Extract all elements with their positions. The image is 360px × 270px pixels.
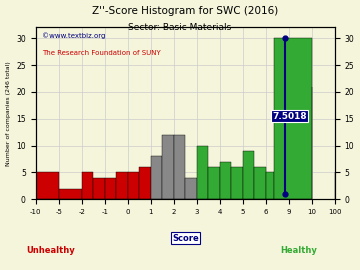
Text: Healthy: Healthy (280, 246, 318, 255)
Text: Sector: Basic Materials: Sector: Basic Materials (129, 23, 231, 32)
Text: The Research Foundation of SUNY: The Research Foundation of SUNY (41, 50, 160, 56)
Bar (266, 173, 274, 199)
Bar (197, 146, 208, 199)
Bar (185, 178, 197, 199)
Bar (128, 173, 139, 199)
Text: Unhealthy: Unhealthy (26, 246, 75, 255)
Bar (151, 156, 162, 199)
Bar (274, 38, 312, 199)
Bar (93, 178, 105, 199)
Bar (243, 151, 255, 199)
Text: Score: Score (172, 234, 199, 243)
Bar (82, 173, 93, 199)
Title: Z''-Score Histogram for SWC (2016): Z''-Score Histogram for SWC (2016) (92, 6, 278, 16)
Text: 7.5018: 7.5018 (273, 112, 307, 121)
Bar (255, 167, 266, 199)
Bar (59, 188, 82, 199)
Bar (116, 173, 128, 199)
Y-axis label: Number of companies (246 total): Number of companies (246 total) (5, 61, 10, 166)
Bar (36, 173, 59, 199)
Bar (174, 135, 185, 199)
Bar (162, 135, 174, 199)
Bar (231, 167, 243, 199)
Bar (139, 167, 151, 199)
Bar (220, 162, 231, 199)
Bar (105, 178, 116, 199)
Bar (208, 167, 220, 199)
Text: ©www.textbiz.org: ©www.textbiz.org (41, 33, 105, 39)
